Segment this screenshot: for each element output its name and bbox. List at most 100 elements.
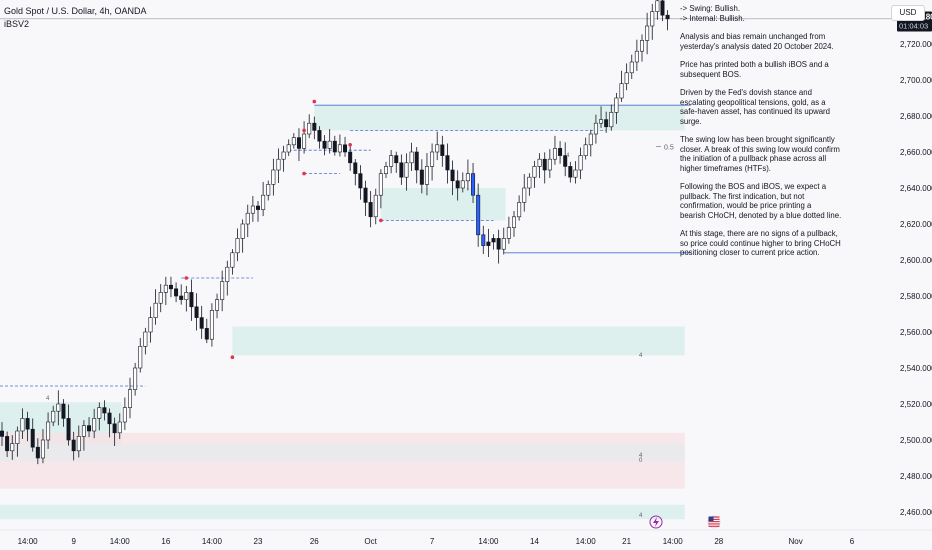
analysis-paragraph: At this stage, there are no signs of a p… bbox=[680, 229, 865, 258]
price-tick-label: 2,520.000 bbox=[900, 400, 932, 409]
zone-supply bbox=[314, 105, 685, 131]
price-tick-label: 2,580.000 bbox=[900, 292, 932, 301]
candle-up bbox=[302, 133, 307, 149]
candle-down bbox=[312, 122, 317, 131]
candle-down bbox=[5, 436, 10, 452]
candle-down bbox=[179, 295, 184, 300]
analysis-paragraph: Price has printed both a bullish iBOS an… bbox=[680, 60, 865, 79]
candle-up bbox=[20, 418, 25, 432]
candle-up bbox=[655, 0, 660, 12]
swing-point bbox=[312, 99, 317, 104]
candle-down bbox=[343, 144, 348, 153]
analysis-line: Following the BOS and iBOS, we expect a bbox=[680, 182, 827, 191]
candle-up bbox=[235, 238, 240, 254]
candle-up bbox=[599, 119, 604, 124]
lightning-icon-ring bbox=[649, 515, 663, 529]
candle-up bbox=[215, 299, 220, 311]
candle-up bbox=[583, 144, 588, 156]
candle-up bbox=[337, 144, 342, 153]
candle-up bbox=[409, 151, 414, 164]
analysis-line: safe-haven asset, has continued its upwa… bbox=[680, 107, 830, 116]
price-tick-label: 2,600.000 bbox=[900, 256, 932, 265]
price-tick-label: 2,540.000 bbox=[900, 364, 932, 373]
candle-up bbox=[10, 443, 15, 452]
candle-up bbox=[220, 281, 225, 300]
time-axis: 14:00 9 14:00 16 14:00 23 26 Oct 7 14:00 14 14:00 21… bbox=[0, 529, 932, 546]
candle-up bbox=[261, 194, 266, 210]
time-tick-label: 14:00 bbox=[576, 537, 597, 546]
candle-up bbox=[153, 302, 158, 318]
candle-up bbox=[522, 187, 527, 203]
candle-down bbox=[358, 173, 363, 189]
price-tick-label: 2,620.000 bbox=[900, 220, 932, 229]
candle-up bbox=[650, 11, 655, 27]
swing-point bbox=[348, 143, 352, 147]
us-flag-icon-stripe bbox=[708, 525, 720, 527]
candle-down bbox=[563, 155, 568, 167]
candle-up bbox=[209, 310, 214, 340]
candle-down bbox=[332, 140, 337, 153]
candle-down bbox=[35, 446, 40, 459]
candle-up bbox=[307, 122, 312, 135]
candle-down bbox=[496, 238, 501, 250]
candle-up bbox=[266, 184, 271, 196]
bias-line: -> Swing: Bullish. bbox=[680, 4, 741, 13]
candle-down bbox=[112, 423, 117, 434]
us-flag-icon-canton bbox=[708, 516, 714, 521]
time-tick-label: 6 bbox=[850, 537, 855, 546]
zone-demand bbox=[232, 326, 685, 356]
analysis-line: Driven by the Fed's dovish stance and bbox=[680, 88, 812, 97]
time-tick-label: 23 bbox=[254, 537, 263, 546]
symbol-title[interactable]: Gold Spot / U.S. Dollar, 4h, OANDA bbox=[4, 6, 147, 16]
analysis-text: -> Swing: Bullish. -> Internal: Bullish. A… bbox=[680, 4, 865, 258]
zone-label: 0 bbox=[639, 458, 643, 464]
candle-down bbox=[204, 328, 209, 340]
candle-down bbox=[399, 162, 404, 178]
candle-up bbox=[619, 83, 624, 99]
indicator-label[interactable]: iBSV2 bbox=[4, 19, 30, 29]
candle-down bbox=[476, 194, 481, 236]
analysis-line: At this stage, there are no signs of a p… bbox=[680, 229, 838, 238]
candle-up bbox=[506, 227, 511, 239]
zone-label: 4 bbox=[639, 353, 643, 359]
candle-down bbox=[199, 317, 204, 329]
candle-up bbox=[460, 180, 465, 189]
candle-up bbox=[378, 173, 383, 196]
candle-up bbox=[271, 169, 276, 185]
candle-down bbox=[542, 158, 547, 171]
candle-up bbox=[645, 25, 650, 41]
candle-down bbox=[491, 238, 496, 243]
zone-label: 4 bbox=[46, 396, 50, 402]
time-tick-label: 14:00 bbox=[110, 537, 131, 546]
analysis-line: confirmation, would be price printing a bbox=[680, 201, 812, 210]
candle-down bbox=[558, 148, 563, 156]
candle-down bbox=[317, 130, 322, 142]
candle-up bbox=[158, 292, 163, 304]
analysis-line: surge. bbox=[680, 116, 702, 126]
candle-up bbox=[614, 97, 619, 113]
candle-up bbox=[230, 252, 235, 268]
analysis-line: pullback. The first indication, but not bbox=[680, 191, 805, 201]
candle-up bbox=[92, 418, 97, 432]
zone-neutral bbox=[0, 443, 685, 462]
zone-demand bbox=[0, 504, 685, 520]
currency-button[interactable]: USD bbox=[891, 5, 925, 21]
candle-up bbox=[281, 151, 286, 160]
candle-down bbox=[486, 241, 491, 246]
candle-up bbox=[547, 158, 552, 171]
candle-up bbox=[327, 140, 332, 149]
candle-up bbox=[389, 155, 394, 167]
candle-up bbox=[537, 158, 542, 167]
time-tick-label: 14:00 bbox=[18, 537, 39, 546]
candle-up bbox=[240, 223, 245, 239]
us-flag-icon bbox=[707, 515, 721, 529]
time-tick-label: 9 bbox=[71, 537, 76, 546]
candle-down bbox=[445, 155, 450, 171]
analysis-paragraph: Analysis and bias remain unchanged from y… bbox=[680, 32, 865, 51]
price-tick-label: 2,480.000 bbox=[900, 472, 932, 481]
bias-line: -> Internal: Bullish. bbox=[680, 13, 745, 23]
price-tick-label: 2,720.000 bbox=[900, 40, 932, 49]
